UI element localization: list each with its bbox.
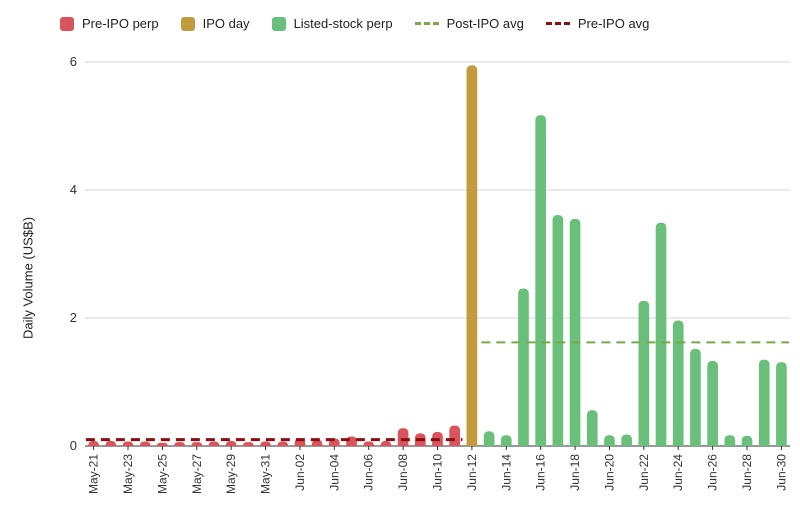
bar: [277, 441, 289, 446]
bar: [466, 65, 478, 446]
bar: [724, 435, 736, 446]
bar: [604, 435, 615, 446]
legend-label: Listed-stock perp: [293, 16, 393, 31]
bar: [243, 442, 254, 446]
bar: [105, 440, 117, 446]
bar: [346, 436, 357, 446]
x-tick-label: Jun-14: [499, 454, 513, 491]
legend-item-listed-stock-perp: Listed-stock perp: [271, 16, 393, 31]
x-tick-label: May-21: [87, 454, 101, 494]
y-tick-label: 0: [70, 438, 77, 453]
bar: [208, 441, 220, 446]
bar: [88, 440, 99, 446]
bar: [191, 442, 203, 446]
legend-item-pre-ipo-avg: Pre-IPO avg: [545, 16, 650, 31]
bar: [122, 441, 134, 446]
legend-swatch: [271, 16, 286, 31]
bar: [569, 218, 581, 446]
legend-label: Pre-IPO perp: [82, 16, 159, 31]
x-tick-label: Jun-04: [327, 454, 341, 491]
bar: [621, 434, 632, 446]
bar: [586, 410, 598, 446]
legend-dash: [414, 22, 439, 25]
bar: [500, 435, 512, 446]
y-tick-label: 6: [70, 54, 77, 69]
bar: [380, 440, 392, 446]
x-tick-label: May-27: [190, 454, 204, 494]
legend-label: Pre-IPO avg: [577, 16, 650, 31]
chart-legend: Pre-IPO perp IPO day Listed-stock perp P…: [60, 16, 671, 31]
bar: [638, 300, 650, 446]
y-tick-label: 2: [70, 310, 77, 325]
bar: [174, 442, 185, 446]
bar: [449, 425, 461, 446]
legend-label: Post-IPO avg: [446, 16, 524, 31]
bar: [535, 115, 547, 447]
bar: [483, 431, 495, 446]
bar: [758, 359, 770, 446]
x-tick-label: May-25: [155, 454, 169, 494]
bar: [157, 442, 168, 446]
x-tick-label: Jun-26: [706, 454, 720, 491]
legend-item-post-ipo-avg: Post-IPO avg: [414, 16, 524, 31]
bar: [776, 362, 787, 446]
x-tick-label: Jun-24: [671, 454, 685, 491]
x-tick-label: May-29: [224, 454, 238, 494]
bar: [655, 222, 667, 446]
x-tick-label: Jun-30: [774, 454, 788, 491]
x-tick-label: Jun-10: [431, 454, 445, 491]
x-tick-label: Jun-20: [602, 454, 616, 491]
y-tick-label: 4: [70, 182, 77, 197]
bar: [672, 320, 684, 446]
bar: [225, 440, 237, 446]
bar: [139, 441, 151, 446]
x-tick-label: May-31: [259, 454, 273, 494]
bar: [690, 348, 701, 446]
x-tick-label: Jun-16: [534, 454, 548, 491]
x-tick-label: Jun-18: [568, 454, 582, 491]
legend-swatch: [60, 16, 74, 31]
legend-swatch: [180, 16, 195, 31]
bar: [741, 435, 753, 446]
legend-label: IPO day: [202, 16, 250, 31]
bar: [707, 360, 718, 446]
legend-dash: [545, 22, 570, 25]
legend-item-ipo-day: IPO day: [180, 16, 250, 31]
bar: [260, 441, 271, 446]
x-tick-label: Jun-06: [362, 454, 376, 491]
bar: [397, 428, 409, 446]
x-tick-label: Jun-12: [465, 454, 479, 491]
x-tick-label: Jun-28: [740, 454, 754, 491]
x-tick-label: Jun-08: [396, 454, 410, 491]
bar: [363, 441, 375, 446]
x-tick-label: Jun-02: [293, 454, 307, 491]
legend-item-pre-ipo-perp: Pre-IPO perp: [60, 16, 159, 31]
bar: [552, 214, 564, 446]
bar: [518, 288, 529, 446]
x-tick-label: Jun-22: [637, 454, 651, 491]
x-tick-label: May-23: [121, 454, 135, 494]
bar: [311, 439, 323, 446]
